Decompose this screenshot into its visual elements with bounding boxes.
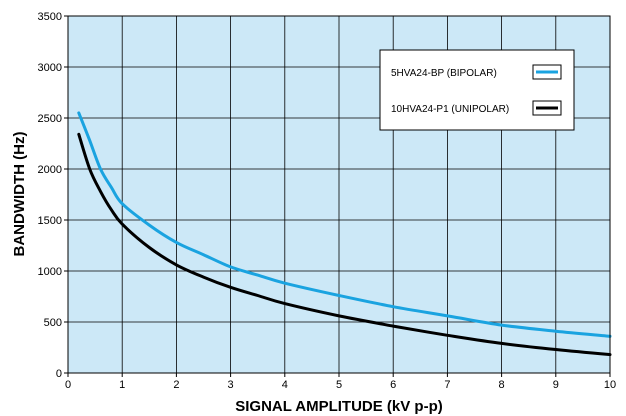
x-tick-label: 9: [553, 379, 559, 391]
x-tick-label: 4: [282, 379, 288, 391]
y-tick-label: 0: [56, 368, 62, 380]
y-axis-title: BANDWIDTH (Hz): [11, 132, 28, 257]
y-tick-label: 1000: [38, 266, 62, 278]
x-tick-label: 2: [173, 379, 179, 391]
legend-label-unipolar: 10HVA24-P1 (UNIPOLAR): [391, 104, 509, 115]
x-tick-label: 3: [228, 379, 234, 391]
series-lines: [77, 111, 612, 357]
y-tick-label: 2000: [38, 164, 62, 176]
y-tick-label: 3000: [38, 62, 62, 74]
y-tick-label: 500: [44, 317, 62, 329]
x-tick-label: 6: [390, 379, 396, 391]
x-tick-label: 7: [444, 379, 450, 391]
x-axis-ticks: 0 1 2 3 4 5 6 7 8 9 10: [65, 373, 616, 391]
y-tick-label: 3500: [38, 11, 62, 23]
legend-label-bipolar: 5HVA24-BP (BIPOLAR): [391, 68, 497, 79]
x-tick-label: 10: [604, 379, 616, 391]
series-line-unipolar: [77, 132, 612, 357]
x-tick-label: 5: [336, 379, 342, 391]
y-tick-label: 1500: [38, 215, 62, 227]
x-tick-label: 8: [499, 379, 505, 391]
legend: 5HVA24-BP (BIPOLAR) 10HVA24-P1 (UNIPOLAR…: [379, 49, 575, 131]
y-tick-label: 2500: [38, 113, 62, 125]
series-line-bipolar: [77, 111, 612, 338]
x-tick-label: 1: [119, 379, 125, 391]
y-axis-ticks: 0 500 1000 1500 2000 2500 3000 3500: [38, 11, 68, 380]
legend-box: [379, 49, 575, 131]
x-tick-label: 0: [65, 379, 71, 391]
x-axis-title: SIGNAL AMPLITUDE (kV p-p): [235, 398, 443, 415]
